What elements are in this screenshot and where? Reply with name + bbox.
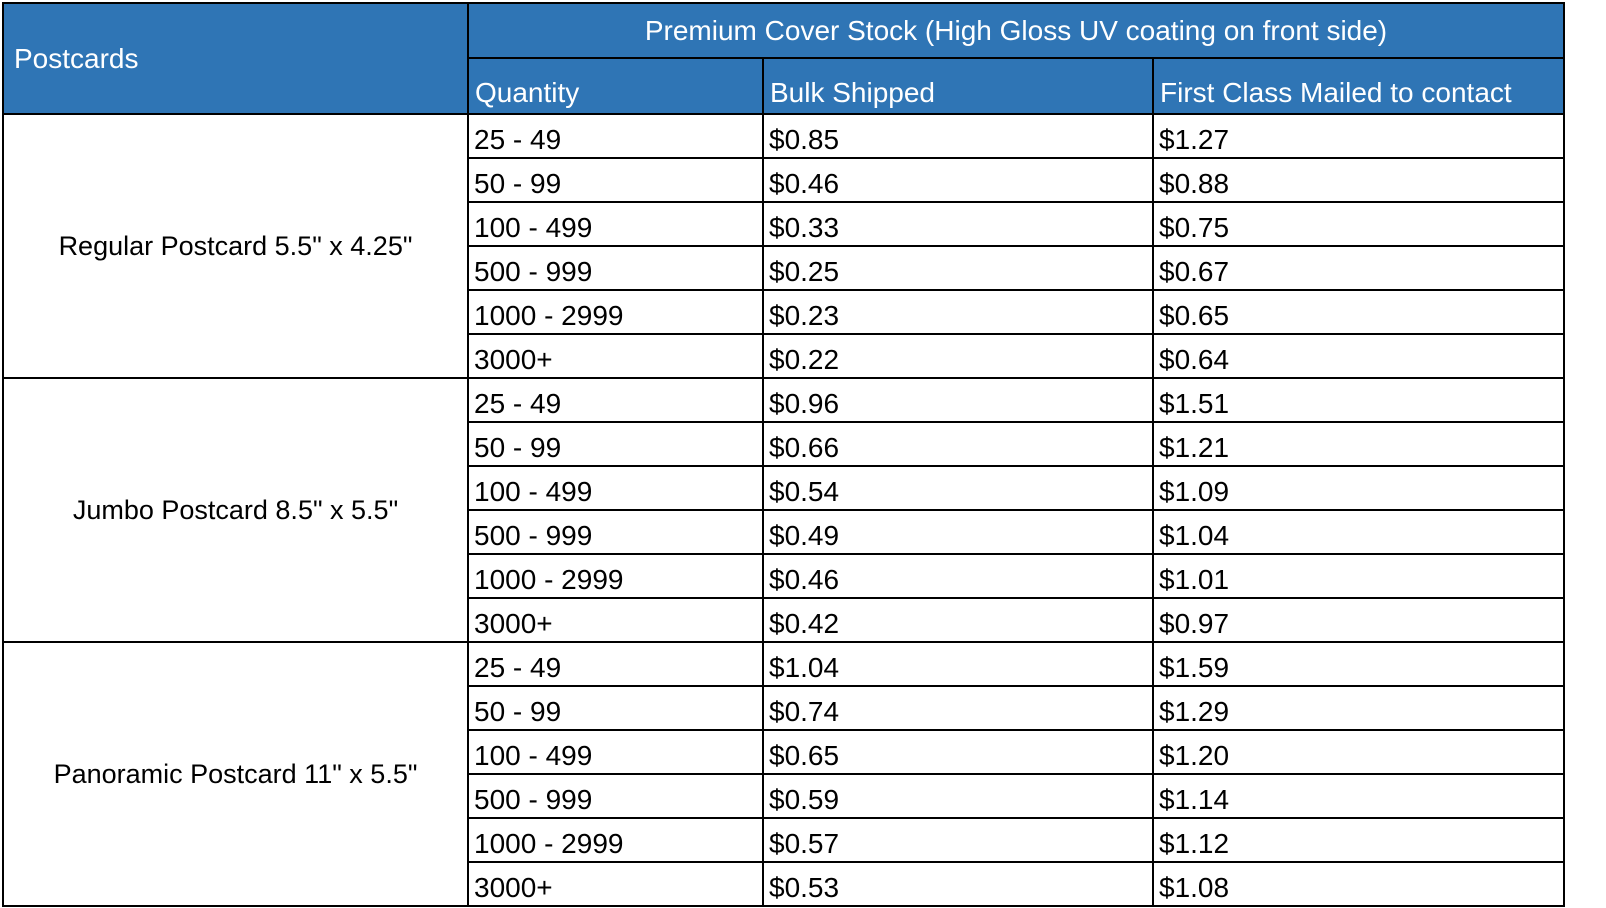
- postcard-price-table: Postcards Premium Cover Stock (High Glos…: [2, 2, 1565, 907]
- bulk-price-cell: $0.25: [762, 245, 1154, 291]
- postcard-type-cell: Regular Postcard 5.5" x 4.25": [2, 113, 469, 379]
- table-row: 500 - 999 $0.59 $1.14: [3, 773, 1565, 819]
- table-row: 3000+ $0.42 $0.97: [3, 597, 1565, 643]
- price-sheet: Postcards Premium Cover Stock (High Glos…: [2, 2, 1565, 907]
- first-class-price-cell: $0.65: [1152, 289, 1565, 335]
- first-class-price-cell: $0.67: [1152, 245, 1565, 291]
- quantity-cell: 50 - 99: [467, 685, 764, 731]
- quantity-cell: 100 - 499: [467, 729, 764, 775]
- first-class-price-cell: $1.20: [1152, 729, 1565, 775]
- first-class-price-cell: $0.97: [1152, 597, 1565, 643]
- table-row: 1000 - 2999 $0.46 $1.01: [3, 553, 1565, 599]
- table-row: 50 - 99 $0.46 $0.88: [3, 157, 1565, 203]
- quantity-cell: 50 - 99: [467, 157, 764, 203]
- quantity-cell: 100 - 499: [467, 465, 764, 511]
- quantity-cell: 500 - 999: [467, 245, 764, 291]
- postcard-type-cell: Panoramic Postcard 11" x 5.5": [2, 641, 469, 907]
- table-row: 3000+ $0.53 $1.08: [3, 861, 1565, 907]
- table-row: 500 - 999 $0.25 $0.67: [3, 245, 1565, 291]
- quantity-cell: 1000 - 2999: [467, 289, 764, 335]
- table-row: 100 - 499 $0.54 $1.09: [3, 465, 1565, 511]
- quantity-cell: 25 - 49: [467, 641, 764, 687]
- first-class-price-cell: $0.75: [1152, 201, 1565, 247]
- first-class-price-cell: $1.12: [1152, 817, 1565, 863]
- bulk-price-cell: $0.49: [762, 509, 1154, 555]
- first-class-price-cell: $1.29: [1152, 685, 1565, 731]
- postcard-type-cell: Jumbo Postcard 8.5" x 5.5": [2, 377, 469, 643]
- bulk-price-cell: $0.23: [762, 289, 1154, 335]
- table-row: Regular Postcard 5.5" x 4.25" 25 - 49 $0.8…: [2, 113, 1565, 379]
- quantity-cell: 1000 - 2999: [467, 553, 764, 599]
- quantity-cell: 3000+: [467, 597, 764, 643]
- quantity-cell: 50 - 99: [467, 421, 764, 467]
- quantity-cell: 3000+: [467, 333, 764, 379]
- first-class-price-cell: $1.51: [1152, 377, 1565, 423]
- price-table-body: Regular Postcard 5.5" x 4.25" 25 - 49 $0.8…: [2, 113, 1565, 907]
- bulk-price-cell: $0.65: [762, 729, 1154, 775]
- bulk-price-cell: $0.74: [762, 685, 1154, 731]
- table-row: 50 - 99 $0.74 $1.29: [3, 685, 1565, 731]
- bulk-price-cell: $0.33: [762, 201, 1154, 247]
- quantity-cell: 500 - 999: [467, 773, 764, 819]
- quantity-cell: 25 - 49: [467, 113, 764, 159]
- quantity-cell: 25 - 49: [467, 377, 764, 423]
- first-class-price-cell: $1.14: [1152, 773, 1565, 819]
- table-row: Jumbo Postcard 8.5" x 5.5" 25 - 49 $0.96 $1…: [2, 377, 1565, 643]
- bulk-price-cell: $0.85: [762, 113, 1154, 159]
- table-row: 1000 - 2999 $0.57 $1.12: [3, 817, 1565, 863]
- quantity-column-header: Quantity: [467, 57, 764, 115]
- postcards-header: Postcards: [2, 2, 469, 115]
- bulk-price-cell: $0.46: [762, 157, 1154, 203]
- table-row: Panoramic Postcard 11" x 5.5" 25 - 49 $1.0…: [2, 641, 1565, 907]
- stock-title-header: Premium Cover Stock (High Gloss UV coati…: [467, 2, 1565, 59]
- bulk-price-cell: $0.42: [762, 597, 1154, 643]
- table-row: 1000 - 2999 $0.23 $0.65: [3, 289, 1565, 335]
- bulk-price-cell: $0.46: [762, 553, 1154, 599]
- bulk-price-cell: $0.96: [762, 377, 1154, 423]
- first-class-price-cell: $0.64: [1152, 333, 1565, 379]
- first-class-price-cell: $1.08: [1152, 861, 1565, 907]
- quantity-cell: 500 - 999: [467, 509, 764, 555]
- quantity-cell: 100 - 499: [467, 201, 764, 247]
- quantity-cell: 1000 - 2999: [467, 817, 764, 863]
- bulk-shipped-column-header: Bulk Shipped: [762, 57, 1154, 115]
- bulk-price-cell: $0.22: [762, 333, 1154, 379]
- bulk-price-cell: $0.59: [762, 773, 1154, 819]
- bulk-price-cell: $0.54: [762, 465, 1154, 511]
- bulk-price-cell: $0.53: [762, 861, 1154, 907]
- table-row: 500 - 999 $0.49 $1.04: [3, 509, 1565, 555]
- first-class-column-header: First Class Mailed to contact: [1152, 57, 1565, 115]
- quantity-cell: 3000+: [467, 861, 764, 907]
- table-row: 100 - 499 $0.33 $0.75: [3, 201, 1565, 247]
- table-row: 50 - 99 $0.66 $1.21: [3, 421, 1565, 467]
- bulk-price-cell: $0.57: [762, 817, 1154, 863]
- first-class-price-cell: $1.04: [1152, 509, 1565, 555]
- bulk-price-cell: $0.66: [762, 421, 1154, 467]
- first-class-price-cell: $1.01: [1152, 553, 1565, 599]
- bulk-price-cell: $1.04: [762, 641, 1154, 687]
- first-class-price-cell: $1.27: [1152, 113, 1565, 159]
- first-class-price-cell: $1.59: [1152, 641, 1565, 687]
- first-class-price-cell: $1.21: [1152, 421, 1565, 467]
- table-row: 3000+ $0.22 $0.64: [3, 333, 1565, 379]
- first-class-price-cell: $0.88: [1152, 157, 1565, 203]
- first-class-price-cell: $1.09: [1152, 465, 1565, 511]
- table-row: 100 - 499 $0.65 $1.20: [3, 729, 1565, 775]
